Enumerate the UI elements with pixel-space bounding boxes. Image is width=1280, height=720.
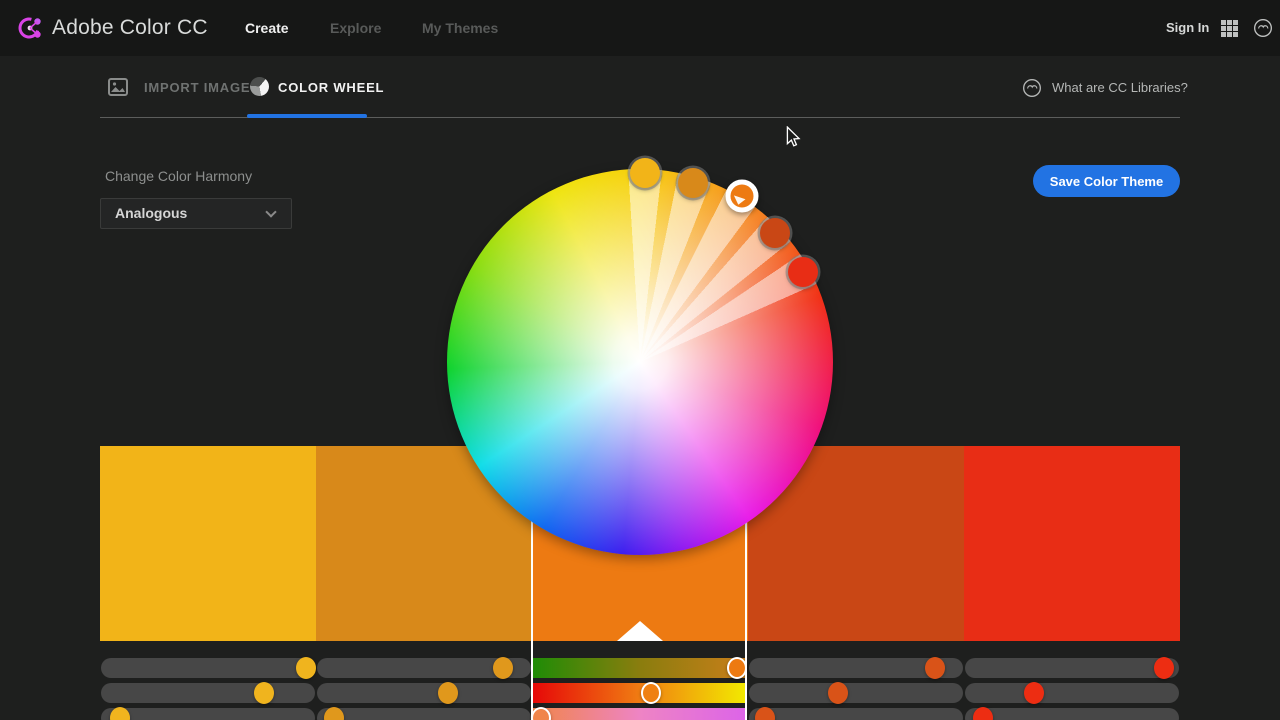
top-bar: Adobe Color CC Create Explore My Themes … [0,0,1280,56]
slider-track-r3-c1[interactable] [101,708,315,720]
slider-track-r3-c4[interactable] [749,708,963,720]
slider-handle-r1-c1[interactable] [296,657,316,679]
slider-track-r1-c4[interactable] [749,658,963,678]
chevron-down-icon [265,206,277,218]
slider-track-r1-c3[interactable] [533,658,746,678]
swatch-1[interactable] [100,446,316,641]
slider-track-r1-c2[interactable] [317,658,531,678]
slider-handle-r2-c3[interactable] [641,682,661,704]
tab-import-image[interactable]: IMPORT IMAGE [144,80,251,95]
selected-column-right-line [745,446,747,720]
slider-track-r3-c3[interactable] [533,708,746,720]
slider-handle-r3-c2[interactable] [324,707,344,720]
slider-handle-r1-c4[interactable] [925,657,945,679]
slider-track-r1-c1[interactable] [101,658,315,678]
slider-track-r3-c2[interactable] [317,708,531,720]
slider-track-r2-c2[interactable] [317,683,531,703]
tab-color-wheel[interactable]: COLOR WHEEL [278,80,385,95]
tab-divider [100,117,1180,118]
base-color-indicator [617,621,663,641]
mouse-cursor [786,126,801,147]
apps-grid-icon[interactable] [1221,20,1238,37]
harmony-selected-value: Analogous [115,205,188,221]
slider-handle-r1-c2[interactable] [493,657,513,679]
slider-track-r1-c5[interactable] [965,658,1179,678]
slider-handle-r2-c1[interactable] [254,682,274,704]
tab-row: IMPORT IMAGE COLOR WHEEL What are CC Lib… [0,56,1280,118]
slider-handle-r2-c2[interactable] [438,682,458,704]
sign-in-link[interactable]: Sign In [1166,20,1210,35]
color-wheel-icon [250,77,269,96]
selected-column-left-line [531,446,533,720]
cc-libraries-icon [1023,79,1041,97]
slider-track-r2-c4[interactable] [749,683,963,703]
wheel-marker-3[interactable] [725,179,759,213]
nav-create[interactable]: Create [245,20,289,36]
wheel-marker-2[interactable] [678,168,708,198]
nav-explore[interactable]: Explore [330,20,382,36]
slider-handle-r3-c1[interactable] [110,707,130,720]
harmony-label: Change Color Harmony [105,168,253,184]
active-tab-underline [247,114,367,118]
wheel-marker-5[interactable] [788,257,818,287]
import-image-icon [108,78,128,96]
slider-handle-r2-c5[interactable] [1024,682,1044,704]
slider-track-r2-c3[interactable] [533,683,746,703]
save-color-theme-button[interactable]: Save Color Theme [1033,165,1180,197]
cc-libraries-link[interactable]: What are CC Libraries? [1052,80,1188,95]
slider-handle-r2-c4[interactable] [828,682,848,704]
slider-track-r2-c1[interactable] [101,683,315,703]
nav-my-themes[interactable]: My Themes [422,20,499,36]
color-wheel[interactable] [447,169,833,555]
slider-track-r3-c5[interactable] [965,708,1179,720]
slider-track-r2-c5[interactable] [965,683,1179,703]
swatch-5[interactable] [964,446,1180,641]
active-marker-notch [734,194,746,205]
slider-handle-r3-c4[interactable] [755,707,775,720]
creative-cloud-icon[interactable] [1253,18,1273,38]
wheel-marker-4[interactable] [760,218,790,248]
slider-handle-r1-c3[interactable] [727,657,747,679]
adobe-color-logo-icon[interactable] [16,13,46,43]
slider-handle-r3-c5[interactable] [973,707,993,720]
wheel-marker-1[interactable] [630,158,660,188]
app-title: Adobe Color CC [52,16,208,39]
harmony-dropdown[interactable]: Analogous [100,198,292,229]
slider-handle-r1-c5[interactable] [1154,657,1174,679]
